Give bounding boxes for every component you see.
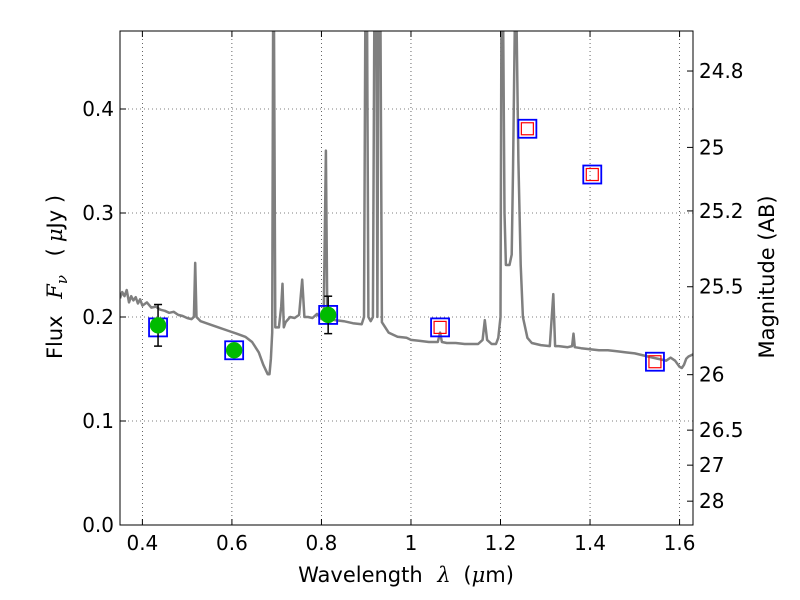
observed-flux-point — [319, 306, 337, 324]
y-tick-label: 0.3 — [82, 201, 114, 225]
axis-ticks: 0.4 0.6 0.8 1 1.2 1.4 1.6 0.0 0.1 0.2 0.3 0.4 24.8 25… — [82, 31, 744, 555]
y-axis-label: Flux Fν ( μJy ) — [43, 195, 72, 359]
y-axis-label-unit-mu: μ — [43, 228, 67, 242]
model-flux-box — [582, 164, 603, 185]
x-tick-label: 1.6 — [664, 531, 696, 555]
y2-tick-label: 25.5 — [699, 275, 744, 299]
y2-tick-label: 27 — [699, 453, 724, 477]
x-axis-label-unit-mu: μ — [472, 563, 486, 587]
observed-flux-point — [149, 317, 167, 334]
x-tick-label: 0.4 — [126, 531, 158, 555]
y-tick-label: 0.4 — [82, 97, 114, 121]
y2-tick-label: 26.5 — [699, 418, 744, 442]
y-axis-label-unit-open: ( — [43, 248, 67, 256]
y2-tick-label: 25.2 — [699, 199, 744, 223]
y-axis-label-symbol: F — [43, 283, 67, 300]
y2-tick-label: 25 — [699, 135, 724, 159]
y-tick-label: 0.2 — [82, 305, 114, 329]
upper-limit-box — [648, 355, 662, 369]
y2-axis-label: Magnitude (AB) — [755, 195, 779, 358]
x-axis-label-symbol: λ — [436, 563, 450, 587]
upper-limit-box — [433, 320, 447, 334]
model-flux-box — [430, 317, 450, 338]
x-tick-label: 1 — [405, 531, 418, 555]
x-tick-label: 1.2 — [485, 531, 517, 555]
x-tick-label: 1.4 — [574, 531, 606, 555]
model-flux-box — [224, 340, 245, 361]
upper-limit-box — [520, 122, 534, 136]
y-axis-label-unit-rest: Jy ) — [43, 195, 67, 231]
y-tick-label: 0.1 — [82, 409, 114, 433]
plot-frame — [119, 30, 694, 526]
sed-line — [120, 31, 693, 376]
upper-limit-box — [585, 167, 599, 182]
y2-tick-label: 24.8 — [699, 59, 744, 83]
y2-tick-label: 26 — [699, 363, 724, 387]
x-axis-label: Wavelength λ (μm) — [298, 563, 514, 587]
observed-flux-point — [225, 342, 243, 359]
x-axis-label-text: Wavelength — [298, 563, 423, 587]
y2-tick-label: 28 — [699, 489, 724, 513]
sed-spectrum — [120, 31, 693, 376]
x-tick-label: 0.8 — [306, 531, 338, 555]
y-tick-label: 0.0 — [82, 513, 114, 537]
x-axis-label-unit-rest: m) — [485, 563, 514, 587]
model-flux-box — [645, 351, 665, 372]
x-axis-label-unit-open: ( — [463, 563, 471, 587]
y-axis-label-text: Flux — [43, 315, 67, 359]
x-tick-label: 0.6 — [216, 531, 248, 555]
y-axis-label-symbol-sub: ν — [53, 275, 71, 284]
model-flux-box — [517, 118, 538, 139]
data-points — [148, 118, 665, 372]
